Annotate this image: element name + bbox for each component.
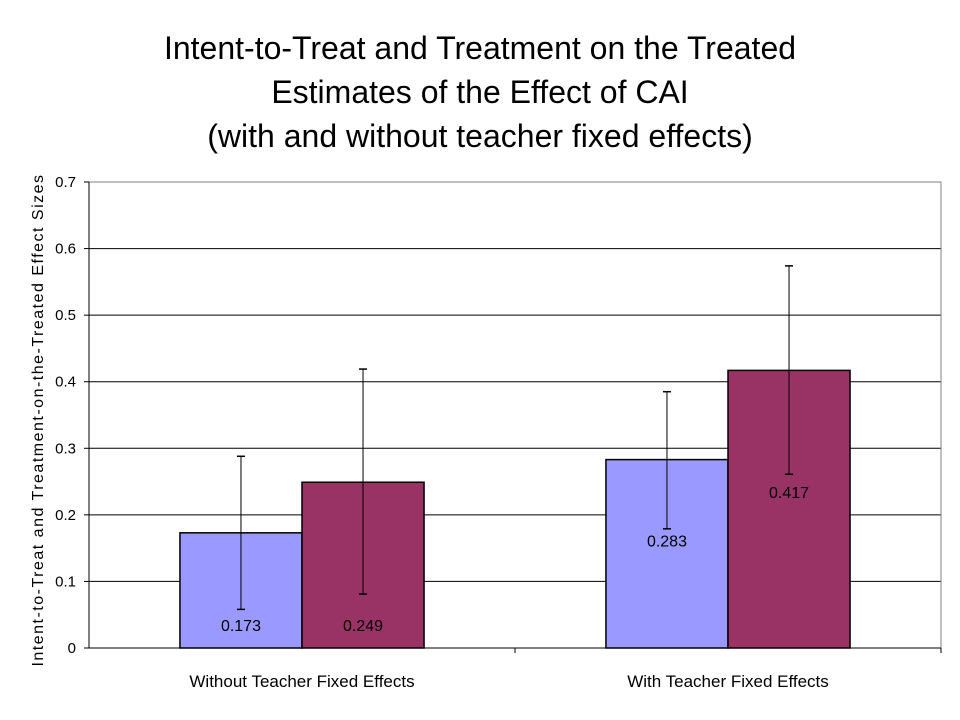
axes: 0 0.1 0.2 0.3 0.4 0.5 0.6 0.7 Without Teacher Fi… <box>55 174 942 691</box>
y-tick-label: 0.3 <box>55 440 76 457</box>
y-tick-label: 0 <box>68 640 76 657</box>
y-axis-title: Intent-to-Treat and Treatment-on-the-Tre… <box>30 173 47 666</box>
data-label: 0.283 <box>647 533 687 550</box>
data-label: 0.249 <box>343 618 383 635</box>
y-tick-label: 0.6 <box>55 241 76 258</box>
chart-title-line-3: (with and without teacher fixed effects) <box>207 118 753 154</box>
bars <box>179 369 851 649</box>
y-tick-label: 0.5 <box>55 307 76 324</box>
data-labels: 0.173 0.249 0.283 0.417 <box>221 485 809 635</box>
y-tick-label: 0.2 <box>55 507 76 524</box>
y-tick-label: 0.4 <box>55 374 76 391</box>
x-category-label: Without Teacher Fixed Effects <box>189 672 414 691</box>
chart-title-line-2: Estimates of the Effect of CAI <box>271 74 689 110</box>
chart-title: Intent-to-Treat and Treatment on the Tre… <box>0 26 960 158</box>
data-label: 0.417 <box>769 485 809 502</box>
chart-title-line-1: Intent-to-Treat and Treatment on the Tre… <box>163 30 797 66</box>
error-bars <box>236 265 794 611</box>
x-category-label: With Teacher Fixed Effects <box>627 672 829 691</box>
y-tick-label: 0.7 <box>55 174 76 191</box>
y-tick-label: 0.1 <box>55 573 76 590</box>
data-label: 0.173 <box>221 618 261 635</box>
